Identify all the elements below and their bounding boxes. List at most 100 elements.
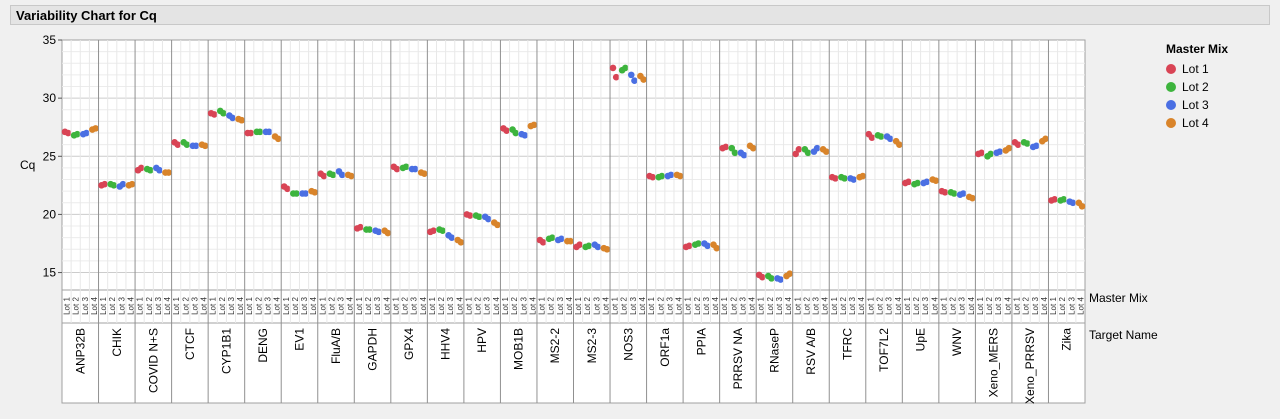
data-point: [969, 194, 976, 202]
legend-item-lot-4[interactable]: Lot 4: [1166, 114, 1228, 132]
lot-label: Lot 2: [729, 297, 738, 315]
lot-label: Lot 1: [99, 297, 108, 315]
lot-label: Lot 4: [1076, 297, 1085, 315]
report-title-bar[interactable]: Variability Chart for Cq: [10, 5, 1270, 25]
legend-item-lot-3[interactable]: Lot 3: [1166, 96, 1228, 114]
lot-label: Lot 1: [209, 297, 218, 315]
lot-label: Lot 3: [300, 297, 309, 315]
data-point: [987, 150, 994, 158]
lot-label: Lot 4: [382, 297, 391, 315]
lot-label: Lot 1: [939, 297, 948, 315]
data-point: [293, 190, 300, 197]
data-point: [348, 172, 355, 180]
data-point: [850, 176, 857, 183]
target-name-label: CHIK: [110, 328, 124, 357]
lot-label: Lot 1: [136, 297, 145, 315]
lot-label: Lot 1: [574, 297, 583, 315]
data-point: [868, 134, 876, 141]
target-name-label: WNV: [950, 328, 964, 356]
data-point: [896, 141, 903, 148]
lot-label: Lot 1: [647, 297, 656, 315]
data-point: [485, 215, 492, 223]
lot-label: Lot 1: [63, 297, 72, 315]
data-point: [247, 129, 255, 137]
lot-label: Lot 2: [620, 297, 629, 315]
data-point: [311, 189, 319, 196]
data-point: [941, 189, 949, 196]
data-point: [256, 128, 264, 136]
data-point: [92, 125, 99, 132]
lot-label: Lot 1: [684, 297, 693, 315]
lot-label: Lot 2: [802, 297, 811, 315]
lot-label: Lot 1: [501, 297, 510, 315]
data-point: [430, 227, 437, 234]
target-name-label: Zika: [1060, 328, 1074, 351]
data-point: [494, 221, 501, 229]
lot-label: Lot 3: [994, 297, 1003, 315]
lot-label: Lot 3: [921, 297, 930, 315]
data-point: [640, 76, 647, 83]
data-point: [704, 242, 711, 250]
lot-label: Lot 3: [665, 297, 674, 315]
lot-label: Lot 4: [163, 297, 172, 315]
target-name-label: CYP1B1: [219, 328, 233, 374]
lot-label: Lot 2: [985, 297, 994, 315]
lot-label: Lot 2: [437, 297, 446, 315]
target-name-label: GAPDH: [366, 328, 380, 371]
target-name-label: DENG: [256, 328, 270, 363]
lot-label: Lot 3: [775, 297, 784, 315]
data-point: [1005, 144, 1013, 152]
legend-item-lot-1[interactable]: Lot 1: [1166, 60, 1228, 78]
lot-label: Lot 2: [656, 297, 665, 315]
data-point: [539, 239, 547, 246]
data-point: [759, 273, 766, 281]
lot-label: Lot 2: [327, 297, 336, 315]
data-point: [950, 190, 958, 197]
lot-label: Lot 4: [273, 297, 282, 315]
data-point: [521, 132, 529, 139]
legend[interactable]: Master Mix Lot 1 Lot 2 Lot 3 Lot 4: [1166, 42, 1228, 132]
y-axis-label: Cq: [20, 158, 36, 172]
data-point: [110, 182, 118, 189]
data-point: [740, 151, 748, 159]
lot-label: Lot 2: [291, 297, 300, 315]
lot-label: Lot 3: [556, 297, 565, 315]
lot-label: Lot 3: [885, 297, 894, 315]
legend-item-lot-2[interactable]: Lot 2: [1166, 78, 1228, 96]
y-tick-label: 25: [43, 149, 57, 163]
lot-2-marker-icon: [1166, 82, 1176, 92]
data-point: [822, 148, 830, 155]
data-point: [594, 243, 602, 251]
lot-label: Lot 3: [1031, 297, 1040, 315]
data-point: [128, 180, 136, 188]
target-name-label: HHV4: [439, 328, 453, 360]
lot-label: Lot 3: [446, 297, 455, 315]
lot-label: Lot 4: [748, 297, 757, 315]
data-point: [1023, 140, 1031, 147]
data-point: [466, 212, 474, 219]
data-point: [695, 240, 702, 247]
lot-label: Lot 1: [611, 297, 620, 315]
data-point: [877, 133, 885, 140]
lot-label: Lot 3: [629, 297, 638, 315]
data-point: [728, 144, 736, 152]
lot-label: Lot 4: [565, 297, 574, 315]
data-point: [1042, 135, 1049, 143]
lot-label: Lot 4: [857, 297, 866, 315]
data-point: [792, 150, 799, 158]
data-point: [558, 235, 565, 243]
target-name-label: EV1: [292, 328, 306, 351]
data-point: [905, 178, 912, 186]
data-point: [622, 64, 629, 72]
lot-label: Lot 4: [127, 297, 136, 315]
lot-label: Lot 2: [547, 297, 556, 315]
lot-label: Lot 4: [455, 297, 464, 315]
data-point: [183, 141, 191, 148]
lot-label: Lot 2: [583, 297, 592, 315]
lot-label: Lot 3: [738, 297, 747, 315]
target-name-label: GPX4: [402, 328, 416, 360]
legend-label: Lot 2: [1182, 80, 1209, 94]
lot-label: Lot 4: [711, 297, 720, 315]
lot-label: Lot 3: [848, 297, 857, 315]
data-point: [841, 175, 848, 182]
